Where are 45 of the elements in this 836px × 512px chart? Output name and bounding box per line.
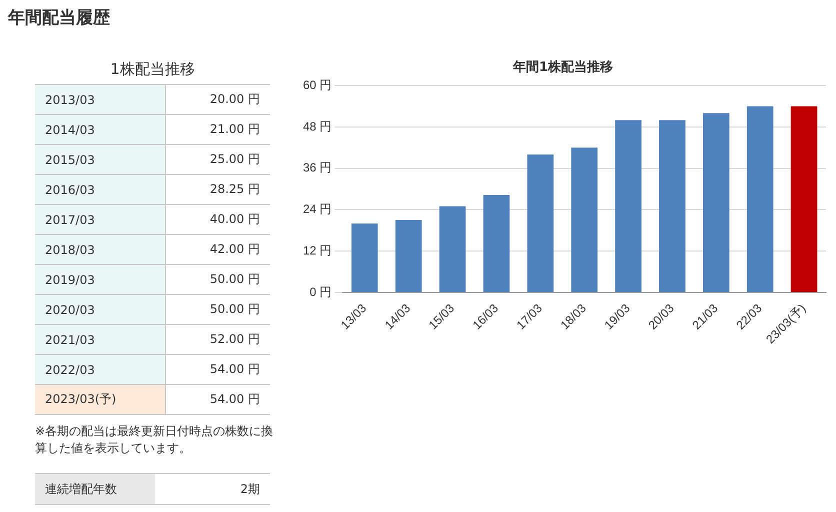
text: 40.00 円 — [166, 204, 270, 234]
text: 2019/03 — [35, 264, 166, 294]
y-tick-label: 48 円 — [302, 119, 332, 134]
chart-title: 年間1株配当推移 — [512, 60, 614, 76]
y-tick-label: 36 円 — [302, 160, 332, 175]
bar — [351, 224, 378, 292]
text: 2020/03 — [35, 294, 166, 324]
text: 2023/03(予) — [35, 384, 166, 414]
bar — [527, 154, 554, 292]
text: 2期 — [155, 474, 270, 504]
text: 28.25 円 — [166, 174, 270, 204]
text: 42.00 円 — [166, 234, 270, 264]
text: ※各期の配当は最終更新日付時点の株数に換算した値を表示しています。 — [35, 423, 274, 457]
bar — [571, 148, 598, 292]
text: 50.00 円 — [166, 294, 270, 324]
bar — [395, 220, 422, 292]
text: 2018/03 — [35, 234, 166, 264]
text: 52.00 円 — [166, 324, 270, 354]
text: 2017/03 — [35, 204, 166, 234]
bar — [702, 113, 730, 292]
text: 2016/03 — [35, 174, 166, 204]
bar — [790, 106, 818, 292]
text: 50.00 円 — [166, 264, 270, 294]
text: 連続増配年数 — [35, 474, 155, 504]
text: 54.00 円 — [166, 354, 270, 384]
text: 25.00 円 — [166, 144, 270, 174]
text: 54.00 円 — [166, 384, 270, 414]
text: 20.00 円 — [166, 84, 270, 114]
text: 2013/03 — [35, 84, 166, 114]
text: 2014/03 — [35, 114, 166, 144]
bar — [483, 195, 510, 292]
text: 2021/03 — [35, 324, 166, 354]
y-tick-label: 60 円 — [302, 78, 332, 92]
y-tick-label: 0 円 — [310, 284, 332, 299]
y-tick-label: 24 円 — [302, 202, 332, 216]
text: 2022/03 — [35, 354, 166, 384]
bar — [746, 106, 774, 292]
bar — [659, 120, 686, 292]
text: 21.00 円 — [166, 114, 270, 144]
text: 2015/03 — [35, 144, 166, 174]
bar — [615, 120, 642, 292]
text: 年間配当履歴 — [8, 7, 110, 29]
bar — [439, 206, 466, 292]
y-tick-label: 12 円 — [302, 243, 332, 258]
text: 1株配当推移 — [109, 60, 196, 79]
